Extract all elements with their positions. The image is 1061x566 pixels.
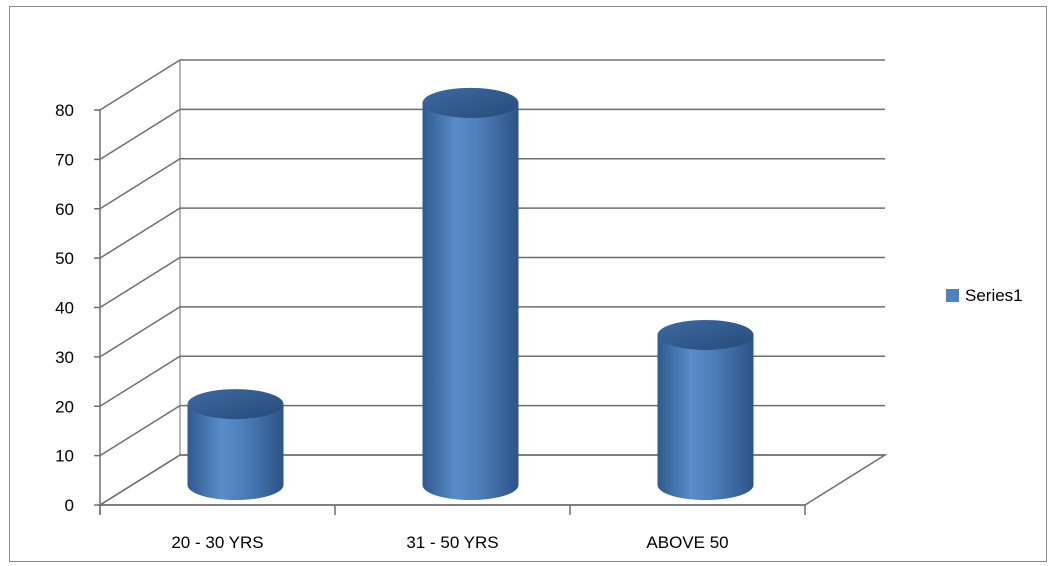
legend: Series1 — [946, 286, 1023, 305]
bar-2 — [657, 319, 754, 501]
bar-top-2 — [657, 319, 754, 350]
x-tick-label-1: 31 - 50 YRS — [406, 533, 498, 552]
axes — [94, 109, 806, 515]
bars — [187, 87, 754, 501]
legend-swatch-series1 — [946, 289, 959, 302]
bar-body-1 — [422, 102, 519, 501]
y-tick-label-60: 60 — [55, 200, 74, 219]
y-tick-label-10: 10 — [55, 447, 74, 466]
tick-labels: 0 10 20 30 40 50 60 70 80 20 - 30 YRS 31 - 50 YRS A… — [55, 101, 729, 552]
bar-body-0 — [187, 404, 284, 501]
y-tick-label-80: 80 — [55, 101, 74, 120]
y-tick-label-50: 50 — [55, 249, 74, 268]
bar-1 — [422, 87, 519, 501]
y-tick-label-0: 0 — [65, 496, 74, 515]
x-tick-label-0: 20 - 30 YRS — [171, 533, 263, 552]
bar-0 — [187, 389, 284, 501]
y-tick-label-30: 30 — [55, 348, 74, 367]
y-tick-label-40: 40 — [55, 299, 74, 318]
y-tick-label-70: 70 — [55, 150, 74, 169]
y-tick-label-20: 20 — [55, 397, 74, 416]
bar-body-2 — [657, 334, 754, 501]
bar-top-0 — [187, 389, 284, 420]
bar-top-1 — [422, 87, 519, 118]
legend-label-series1: Series1 — [965, 286, 1023, 305]
x-tick-label-2: ABOVE 50 — [646, 533, 728, 552]
chart-frame — [9, 6, 1047, 562]
